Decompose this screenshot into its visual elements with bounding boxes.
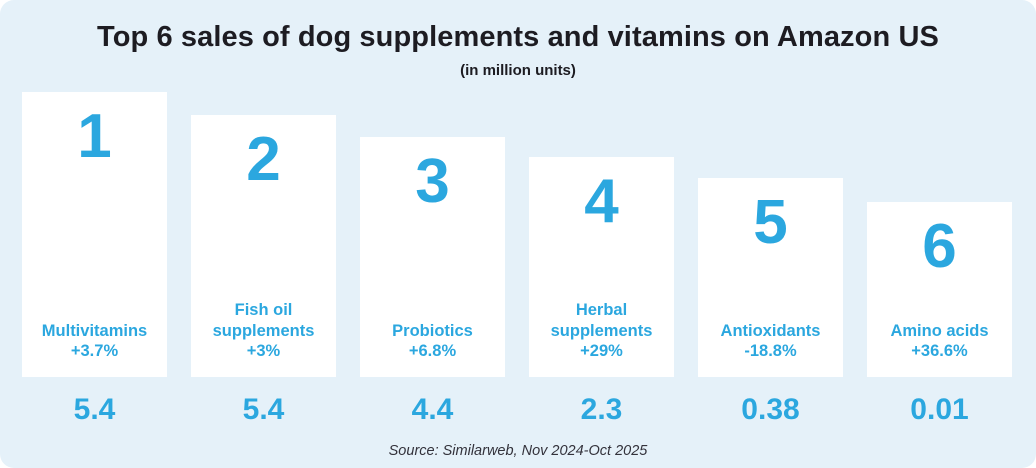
category-label: Antioxidants	[720, 321, 821, 340]
category-label: Multivitamins	[41, 321, 148, 340]
change-percent: +29%	[580, 342, 623, 361]
category-label: Herbal supplements	[550, 301, 653, 340]
rank-number: 4	[584, 167, 619, 236]
value-herbal: 2.3	[580, 393, 623, 426]
card-caption: Probiotics +6.8%	[360, 321, 505, 377]
change-percent: +36.6%	[911, 342, 968, 361]
rank-card-antioxidants: 5 Antioxidants -18.8%	[698, 178, 843, 377]
source-caption: Source: Similarweb, Nov 2024-Oct 2025	[388, 443, 648, 459]
change-percent: +3%	[246, 342, 281, 361]
ranking-cards-row: 1 Multivitamins +3.7% 2 Fish oil supplem…	[22, 92, 1014, 377]
rank-card-amino-acids: 6 Amino acids +36.6%	[867, 202, 1012, 377]
rank-number: 3	[415, 147, 450, 216]
rank-card-fish-oil: 2 Fish oil supplements +3%	[191, 115, 336, 377]
card-caption: Fish oil supplements +3%	[191, 300, 336, 377]
card-caption: Amino acids +36.6%	[867, 321, 1012, 377]
rank-card-multivitamins: 1 Multivitamins +3.7%	[22, 92, 167, 377]
page-title: Top 6 sales of dog supplements and vitam…	[97, 21, 939, 53]
category-label: Amino acids	[890, 321, 989, 340]
rank-card-herbal: 4 Herbal supplements +29%	[529, 157, 674, 377]
change-percent: +3.7%	[70, 342, 119, 361]
rank-number: 6	[922, 212, 957, 281]
change-percent: -18.8%	[744, 342, 797, 361]
category-label: Probiotics	[392, 321, 473, 340]
rank-number: 1	[77, 102, 112, 171]
change-percent: +6.8%	[408, 342, 457, 361]
value-antioxidants: 0.38	[741, 393, 800, 426]
rank-number: 2	[246, 125, 281, 194]
value-fish-oil: 5.4	[242, 393, 285, 426]
value-probiotics: 4.4	[411, 393, 454, 426]
category-label: Fish oil supplements	[212, 301, 315, 340]
value-multivitamins: 5.4	[73, 393, 116, 426]
values-row: 5.4 5.4 4.4 2.3 0.38 0.01	[22, 393, 1014, 426]
card-caption: Antioxidants -18.8%	[698, 321, 843, 377]
rank-card-probiotics: 3 Probiotics +6.8%	[360, 137, 505, 377]
card-caption: Herbal supplements +29%	[529, 300, 674, 377]
rank-number: 5	[753, 188, 788, 257]
value-amino-acids: 0.01	[910, 393, 969, 426]
card-caption: Multivitamins +3.7%	[22, 321, 167, 377]
chart-subtitle: (in million units)	[460, 62, 576, 79]
